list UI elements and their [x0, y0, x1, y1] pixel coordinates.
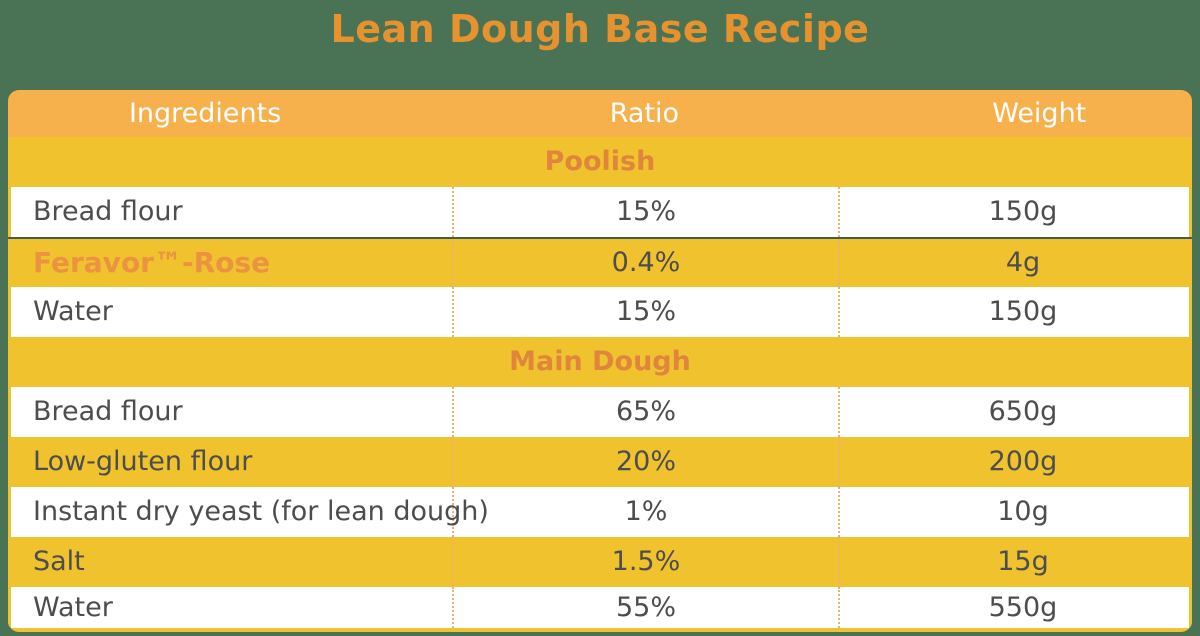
weight-cell: 200g: [837, 436, 1192, 487]
ratio-cell: 55%: [452, 586, 838, 628]
header-cell-weight: Weight: [992, 97, 1087, 129]
section-label: Main Dough: [509, 346, 691, 377]
ingredient-cell: Salt: [8, 537, 452, 587]
weight-cell: 15g: [837, 536, 1192, 587]
ingredient-label: Water: [33, 296, 113, 327]
ratio-cell: 1%: [452, 486, 838, 537]
ratio-cell: 15%: [452, 286, 838, 337]
weight-cell: 550g: [837, 586, 1192, 628]
ingredient-label: Bread flour: [33, 196, 183, 227]
weight-cell: 150g: [837, 186, 1192, 237]
table-row: Salt 1.5% 15g: [8, 536, 1192, 587]
ingredient-cell: Bread flour: [8, 387, 452, 437]
ratio-cell: 65%: [452, 386, 838, 437]
ingredient-cell: Feravor™-Rose: [8, 239, 452, 287]
weight-cell: 10g: [837, 486, 1192, 537]
table-row: Feravor™-Rose 0.4% 4g: [8, 236, 1192, 287]
weight-cell: 4g: [837, 238, 1192, 287]
section-row: Poolish: [8, 136, 1192, 187]
weight-cell: 650g: [837, 386, 1192, 437]
ingredient-cell: Water: [8, 287, 452, 337]
table-body: Poolish Bread flour 15% 150g Feravor™-Rose 0.…: [8, 136, 1192, 629]
section-label: Poolish: [544, 146, 656, 177]
ingredient-label: Bread flour: [33, 396, 183, 427]
ingredient-cell: Bread flour: [8, 187, 452, 237]
ingredient-cell: Instant dry yeast (for lean dough): [8, 487, 489, 537]
header-cell-ratio: Ratio: [609, 97, 680, 129]
weight-cell: 150g: [837, 286, 1192, 337]
table-row: Water 15% 150g: [8, 286, 1192, 337]
ratio-cell: 1.5%: [452, 536, 838, 587]
table-row: Instant dry yeast (for lean dough) 1% 10g: [8, 486, 1192, 537]
ratio-cell: 15%: [452, 186, 838, 237]
table-header-row: Ingredients Ratio Weight: [8, 90, 1192, 137]
ingredient-label: Water: [33, 591, 113, 623]
ingredient-label: Instant dry yeast (for lean dough): [33, 496, 489, 527]
table-row: Bread flour 65% 650g: [8, 386, 1192, 437]
recipe-title: Lean Dough Base Recipe: [330, 7, 870, 51]
ingredient-label: Feravor™-Rose: [33, 246, 271, 279]
ingredient-label: Low-gluten flour: [33, 446, 253, 477]
header-cell-ingredients: Ingredients: [128, 97, 282, 129]
table-row: Low-gluten flour 20% 200g: [8, 436, 1192, 487]
section-row: Main Dough: [8, 336, 1192, 387]
table-row: Bread flour 15% 150g: [8, 186, 1192, 237]
ingredient-cell: Low-gluten flour: [8, 437, 452, 487]
ratio-cell: 20%: [452, 436, 838, 487]
ratio-cell: 0.4%: [452, 238, 838, 287]
table-bottom-edge: [8, 628, 1192, 632]
recipe-table: Ingredients Ratio Weight Poolish Bread fl…: [8, 90, 1192, 632]
table-row: Water 55% 550g: [8, 586, 1192, 629]
ingredient-label: Salt: [33, 546, 85, 577]
ingredient-cell: Water: [8, 587, 452, 629]
